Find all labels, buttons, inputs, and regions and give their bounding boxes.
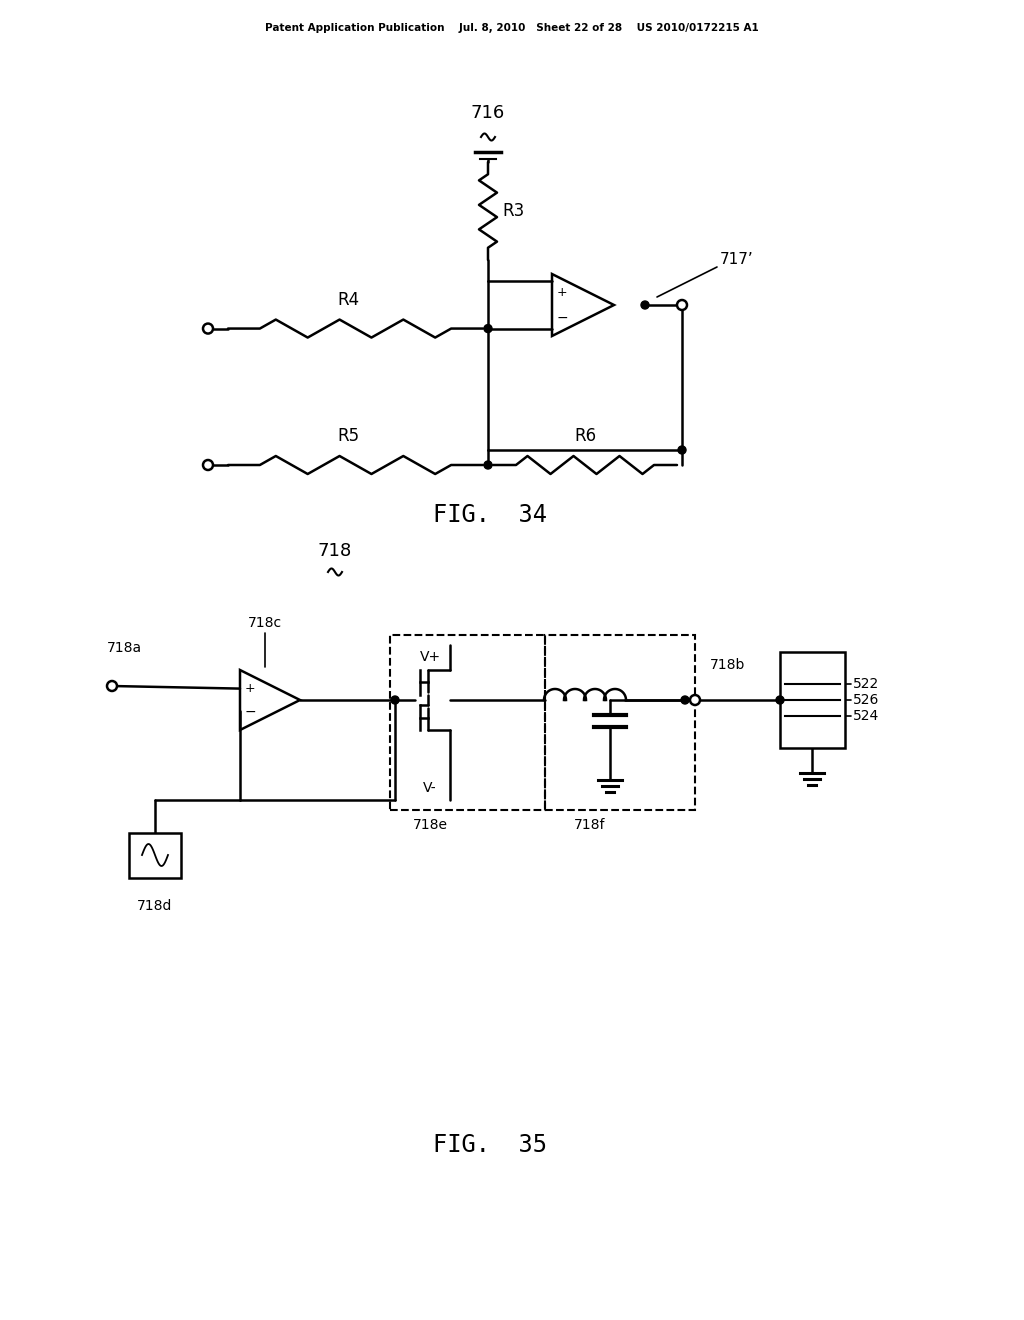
Text: 718d: 718d <box>137 899 173 913</box>
Circle shape <box>203 323 213 334</box>
Text: 717’: 717’ <box>720 252 754 268</box>
Text: FIG.  35: FIG. 35 <box>433 1133 547 1158</box>
Text: Patent Application Publication    Jul. 8, 2010   Sheet 22 of 28    US 2010/01722: Patent Application Publication Jul. 8, 2… <box>265 22 759 33</box>
Text: +: + <box>557 286 567 300</box>
Circle shape <box>690 696 700 705</box>
Text: −: − <box>556 310 568 325</box>
Circle shape <box>391 696 399 704</box>
Text: V-: V- <box>423 781 437 795</box>
Text: V+: V+ <box>420 649 440 664</box>
Circle shape <box>677 300 687 310</box>
Text: FIG.  34: FIG. 34 <box>433 503 547 527</box>
Circle shape <box>678 446 686 454</box>
Circle shape <box>776 696 784 704</box>
Text: +: + <box>245 682 255 696</box>
Circle shape <box>681 696 689 704</box>
Text: 526: 526 <box>853 693 880 708</box>
Text: R6: R6 <box>573 426 596 445</box>
Bar <box>780 652 845 748</box>
Text: 718b: 718b <box>710 657 745 672</box>
Bar <box>129 833 181 878</box>
Text: 716: 716 <box>471 104 505 121</box>
Circle shape <box>641 301 649 309</box>
Circle shape <box>484 461 492 469</box>
Text: R3: R3 <box>502 202 524 220</box>
Circle shape <box>106 681 117 690</box>
Bar <box>545 635 695 810</box>
Text: 718: 718 <box>317 543 352 560</box>
Text: 718a: 718a <box>106 642 142 655</box>
Text: 718c: 718c <box>248 616 282 630</box>
Circle shape <box>484 325 492 333</box>
Text: 718f: 718f <box>574 818 606 832</box>
Text: 522: 522 <box>853 677 880 690</box>
Text: 718e: 718e <box>413 818 447 832</box>
Text: −: − <box>244 705 256 718</box>
Circle shape <box>203 459 213 470</box>
Bar <box>390 635 545 810</box>
Text: R5: R5 <box>337 426 359 445</box>
Text: R4: R4 <box>337 290 359 309</box>
Text: 524: 524 <box>853 709 880 723</box>
